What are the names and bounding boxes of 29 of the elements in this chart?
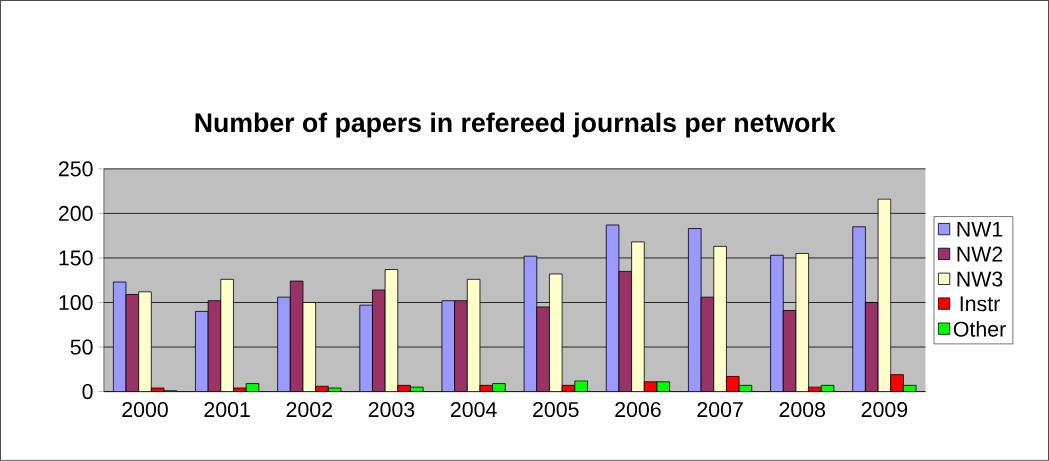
y-tick-label: 200 <box>58 205 93 222</box>
bar <box>536 306 550 392</box>
legend-label: NW2 <box>957 246 1003 262</box>
x-tick-label: 2003 <box>368 402 415 418</box>
bar <box>359 304 373 392</box>
bar <box>770 254 784 392</box>
legend-label: NW3 <box>957 271 1003 287</box>
legend-label: Instr <box>960 296 1000 312</box>
x-tick-label: 2000 <box>122 402 168 418</box>
x-tick-label: 2007 <box>697 402 743 418</box>
x-tick-label: 2006 <box>615 402 661 418</box>
x-tick-label: 2004 <box>450 402 497 418</box>
y-tick-label: 250 <box>58 161 93 177</box>
legend-label: NW1 <box>957 221 1003 237</box>
y-tick-label: 100 <box>59 295 93 311</box>
y-tick-label: 50 <box>70 339 93 355</box>
y-tick-label: 150 <box>59 250 93 266</box>
x-tick-label: 2009 <box>861 402 908 418</box>
bar <box>852 226 866 392</box>
x-tick-label: 2002 <box>286 402 332 418</box>
y-tick-label: 0 <box>82 384 93 400</box>
chart-title: Number of papers in refereed journals per network <box>195 112 836 138</box>
x-tick-label: 2001 <box>204 402 250 418</box>
x-tick-label: 2008 <box>779 402 826 418</box>
bar <box>890 374 904 392</box>
legend-label: Other <box>953 321 1006 337</box>
bar <box>454 300 468 392</box>
bar <box>277 296 291 392</box>
x-tick-label: 2005 <box>533 402 579 418</box>
